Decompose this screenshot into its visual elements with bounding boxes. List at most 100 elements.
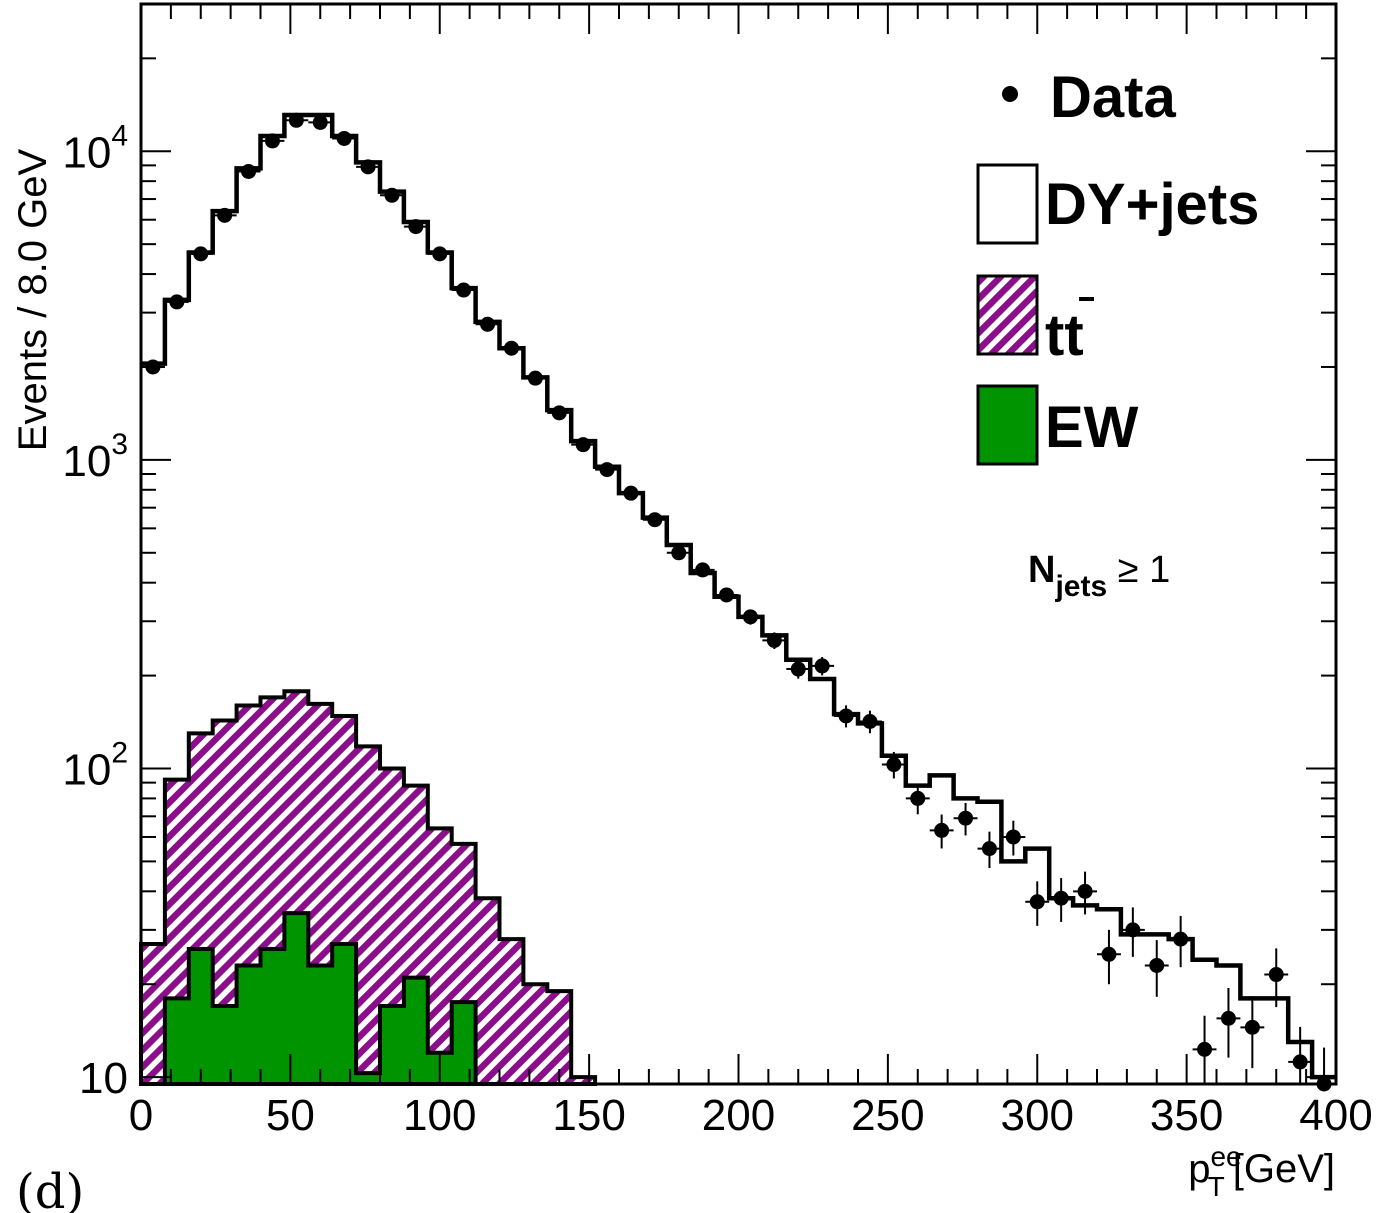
x-axis-label: pee T [GeV]: [1188, 1141, 1335, 1202]
data-point: [260, 133, 285, 149]
data-point-marker: [432, 246, 448, 262]
legend-swatch: [976, 163, 1039, 245]
data-point-marker: [1101, 946, 1117, 962]
data-point: [284, 112, 309, 128]
data-point: [188, 246, 213, 262]
data-point-marker: [1005, 829, 1021, 845]
data-point-marker: [958, 810, 974, 826]
data-point-marker: [336, 130, 352, 146]
data-point-marker: [766, 632, 782, 648]
data-point: [380, 187, 404, 203]
dy-jets-histogram: [141, 112, 1336, 1080]
data-point-marker: [169, 294, 185, 310]
data-point: [762, 632, 787, 650]
legend-item: tt: [976, 274, 1094, 368]
x-axis-sub: T: [1208, 1171, 1225, 1202]
y-tick-base: 10: [62, 746, 111, 795]
data-point: [1240, 996, 1265, 1069]
data-point-marker: [480, 316, 496, 332]
data-point-marker: [695, 562, 711, 578]
data-point: [690, 562, 715, 578]
data-point-marker: [1125, 922, 1141, 938]
x-axis-unit: [GeV]: [1233, 1147, 1335, 1191]
data-point: [571, 437, 596, 453]
x-tick-label: 150: [552, 1091, 625, 1140]
data-point: [881, 751, 906, 779]
data-point: [1073, 871, 1097, 915]
data-point: [427, 246, 452, 262]
data-point-marker: [886, 757, 902, 773]
data-point-marker: [719, 587, 735, 603]
data-point-marker: [838, 708, 854, 724]
data-point-marker: [934, 822, 950, 838]
data-point: [403, 219, 428, 235]
data-point-marker: [288, 112, 304, 128]
data-point-marker: [623, 485, 639, 501]
data-point: [332, 130, 357, 146]
y-axis-label: Events / 8.0 GeV: [11, 148, 55, 451]
panel-label: (d): [16, 1164, 84, 1213]
data-point-marker: [1292, 1054, 1308, 1070]
data-point-marker: [1197, 1041, 1213, 1057]
data-point: [1192, 1015, 1217, 1084]
data-point: [236, 163, 261, 179]
data-point: [714, 587, 739, 603]
data-point: [1288, 1026, 1313, 1084]
legend-swatch: [976, 384, 1039, 466]
legend-label: DY+jets: [1045, 172, 1259, 237]
data-point-marker: [241, 163, 257, 179]
y-tick-exp: 2: [111, 737, 128, 770]
data-point-marker: [217, 207, 233, 223]
data-point: [1144, 940, 1169, 997]
data-point: [738, 609, 763, 625]
data-point-marker: [1053, 890, 1069, 906]
data-point-marker: [1268, 967, 1284, 983]
legend-item: EW: [976, 384, 1139, 466]
data-point: [595, 462, 619, 478]
ew-histogram: [162, 911, 478, 1086]
x-axis-sup: ee: [1210, 1141, 1241, 1172]
x-tick-label: 200: [702, 1091, 775, 1140]
annotation-main: N: [1028, 549, 1055, 591]
data-point: [308, 114, 333, 130]
data-point: [1049, 878, 1074, 922]
data-point: [356, 159, 380, 175]
data-point-marker: [1220, 1010, 1236, 1026]
data-point-marker: [1029, 894, 1045, 910]
legend-label: tt: [1045, 303, 1084, 368]
legend-data-marker: [1002, 86, 1018, 102]
data-point: [523, 370, 548, 386]
legend-item: DY+jets: [976, 163, 1259, 245]
data-point-marker: [503, 340, 519, 356]
legend-swatch: [976, 274, 1039, 356]
dy-jets-line: [141, 112, 1336, 1080]
x-tick-label: 250: [851, 1091, 924, 1140]
y-tick-base: 10: [79, 1054, 128, 1103]
data-point: [499, 340, 524, 356]
legend: Data DY+jets tt EW: [976, 65, 1259, 466]
data-point: [475, 316, 500, 332]
data-point-marker: [527, 370, 543, 386]
x-tick-label: 350: [1150, 1091, 1223, 1140]
data-point-marker: [742, 609, 758, 625]
data-point: [810, 657, 835, 676]
data-point-marker: [1244, 1019, 1260, 1035]
y-tick-label: 103: [62, 428, 128, 486]
data-point-marker: [1173, 931, 1189, 947]
data-points: [141, 112, 1336, 1092]
ew-area: [162, 911, 478, 1086]
data-point-marker: [1149, 957, 1165, 973]
data-point-marker: [814, 658, 830, 674]
x-tick-label: 100: [403, 1091, 476, 1140]
y-tick-label: 10: [79, 1054, 128, 1103]
data-point-marker: [575, 437, 591, 453]
x-tick-label: 50: [266, 1091, 315, 1140]
jets-annotation: Njets ≥ 1: [1028, 549, 1170, 603]
x-tick-label: 0: [129, 1091, 153, 1140]
annotation-sub: jets: [1054, 570, 1107, 603]
data-point-marker: [862, 714, 878, 730]
data-point: [619, 485, 643, 501]
data-point-marker: [981, 841, 997, 857]
data-point-marker: [408, 219, 424, 235]
